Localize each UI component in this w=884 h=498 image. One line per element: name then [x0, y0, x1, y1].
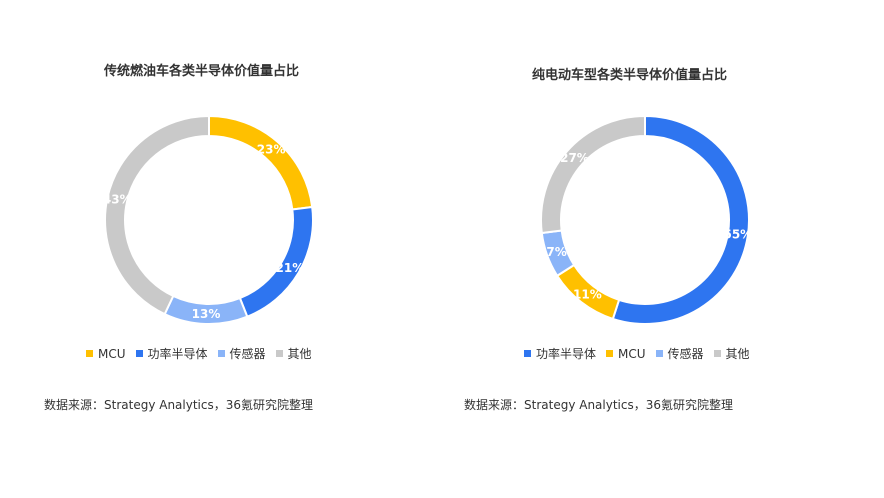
- right-legend-swatch-0: [524, 350, 531, 357]
- left-legend-item-0: MCU: [86, 347, 126, 361]
- right-legend-label-3: 其他: [725, 347, 750, 361]
- right-slice-label-1: 11%: [573, 287, 602, 301]
- chart-title-right: 纯电动车型各类半导体价值量占比: [532, 68, 728, 83]
- legend-right: 功率半导体 MCU 传感器 其他: [524, 345, 750, 362]
- right-legend-label-1: MCU: [618, 346, 646, 361]
- left-legend-swatch-1: [135, 350, 143, 357]
- left-legend-swatch-0: [86, 350, 93, 357]
- right-legend-label-2: 传感器: [667, 347, 704, 361]
- left-legend-item-3: 其他: [275, 345, 312, 362]
- left-legend-label-1: 功率半导体: [147, 347, 208, 361]
- right-legend-swatch-1: [606, 350, 614, 357]
- left-slice-label-1: 21%: [276, 261, 305, 275]
- left-slice-label-3: 43%: [103, 192, 132, 206]
- left-legend-item-1: 功率半导体: [135, 345, 208, 362]
- left-legend-label-3: 其他: [287, 347, 312, 361]
- right-slice-label-0: 55%: [723, 228, 752, 242]
- right-slice-label-2: 7%: [546, 245, 566, 259]
- left-legend-item-2: 传感器: [217, 345, 266, 362]
- right-legend-item-1: MCU: [606, 347, 646, 361]
- right-legend-item-2: 传感器: [655, 345, 704, 362]
- left-legend-label-0: MCU: [98, 346, 126, 361]
- right-legend-swatch-2: [655, 350, 663, 357]
- left-legend-label-2: 传感器: [229, 347, 266, 361]
- right-slice-0: [611, 114, 750, 325]
- source-note-right: 数据来源：Strategy Analytics，36氪研究院整理: [464, 398, 733, 412]
- right-slice-3: [540, 114, 646, 235]
- left-slice-label-2: 13%: [192, 307, 221, 321]
- left-slice-label-0: 23%: [257, 142, 286, 156]
- left-slice-3: [104, 114, 210, 316]
- left-legend-swatch-3: [275, 350, 283, 357]
- legend-left: MCU 功率半导体 传感器 其他: [86, 345, 312, 362]
- left-legend-swatch-2: [217, 350, 225, 357]
- chart-title-left: 传统燃油车各类半导体价值量占比: [104, 64, 300, 79]
- donut-chart-left: 23% 21% 13% 43%: [103, 114, 314, 325]
- right-slice-label-3: 27%: [560, 151, 589, 165]
- right-legend-item-0: 功率半导体: [524, 345, 596, 362]
- donut-chart-right: 55% 11% 7% 27%: [540, 114, 752, 325]
- right-legend-label-0: 功率半导体: [536, 347, 597, 361]
- source-note-left: 数据来源：Strategy Analytics，36氪研究院整理: [44, 398, 313, 412]
- right-legend-item-3: 其他: [713, 345, 750, 362]
- right-legend-swatch-3: [713, 350, 721, 357]
- left-slice-0: [208, 114, 314, 211]
